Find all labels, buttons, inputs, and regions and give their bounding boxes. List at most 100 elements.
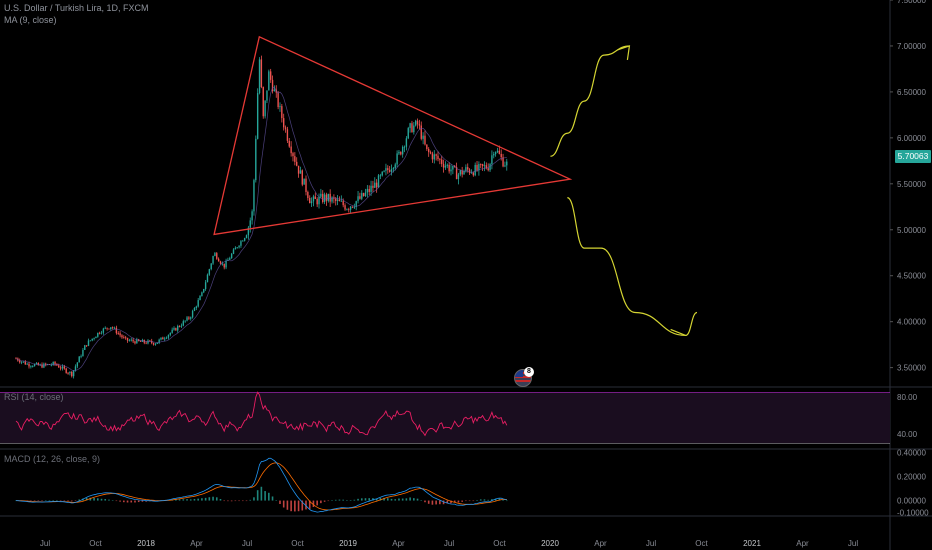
candle-body — [331, 197, 333, 202]
macd-histogram-bar — [375, 498, 378, 501]
macd-histogram-bar — [439, 500, 441, 505]
ma-indicator-label[interactable]: MA (9, close) — [4, 15, 57, 25]
candle-body — [325, 194, 328, 201]
symbol-title[interactable]: U.S. Dollar / Turkish Lira, 1D, FXCM — [4, 3, 149, 13]
macd-histogram-bar — [137, 500, 140, 503]
candle-body — [225, 260, 227, 268]
triangle-drawing[interactable] — [213, 35, 573, 236]
candle-body — [208, 269, 211, 275]
candle-body — [123, 337, 125, 339]
candle-body — [149, 340, 151, 342]
candle-body — [214, 253, 216, 257]
candle-body — [494, 152, 497, 155]
candle-body — [422, 135, 424, 139]
bearish-projection-path[interactable] — [567, 196, 698, 337]
macd-histogram-bar — [178, 499, 181, 501]
candle-body — [256, 93, 259, 139]
candle-body — [206, 274, 209, 283]
price-tick-label: 6.00000 — [897, 134, 926, 143]
macd-histogram-bar — [264, 491, 266, 501]
rsi-pane[interactable] — [0, 391, 890, 444]
macd-histogram-bar — [204, 497, 207, 501]
candle-body — [335, 198, 337, 201]
candle-body — [76, 362, 79, 367]
candle-body — [78, 356, 80, 363]
candle-body — [266, 90, 268, 101]
macd-histogram-bar — [505, 500, 508, 502]
candle-body — [232, 249, 235, 254]
candle-body — [316, 198, 318, 205]
macd-histogram-bar — [357, 498, 359, 501]
candle-body — [28, 363, 30, 367]
candle-body — [450, 169, 452, 172]
macd-histogram-bar — [256, 490, 259, 501]
candle-body — [388, 170, 391, 172]
rsi-tick-label: 40.00 — [897, 430, 918, 439]
macd-histogram-bar — [368, 498, 371, 501]
candle-body — [169, 332, 171, 335]
candle-body — [54, 362, 56, 365]
macd-histogram-bar — [227, 500, 229, 502]
bullish-projection-path[interactable] — [550, 45, 630, 157]
price-pane[interactable] — [15, 55, 508, 379]
macd-histogram-bar — [487, 499, 489, 501]
candle-body — [229, 258, 231, 260]
candle-body — [151, 340, 153, 343]
candle-body — [45, 363, 47, 365]
candle-body — [375, 182, 378, 188]
macd-histogram-bar — [44, 500, 47, 502]
rsi-line — [15, 391, 508, 437]
macd-indicator-label[interactable]: MACD (12, 26, close, 9) — [4, 454, 101, 464]
macd-histogram-bar — [338, 499, 341, 501]
candle-body — [234, 247, 237, 250]
candle-body — [41, 364, 43, 368]
candle-body — [405, 138, 408, 147]
macd-histogram-bar — [253, 497, 255, 501]
candle-body — [20, 361, 23, 363]
price-tick-label: 4.50000 — [897, 272, 926, 281]
rsi-indicator-label[interactable]: RSI (14, close) — [4, 392, 64, 402]
macd-histogram-bar — [446, 500, 449, 504]
candle-body — [468, 169, 471, 173]
macd-histogram-bar — [279, 500, 281, 504]
candle-body — [154, 343, 157, 345]
drawing-layer[interactable] — [213, 35, 698, 337]
macd-tick-label: 0.40000 — [897, 448, 926, 457]
macd-histogram-bar — [115, 500, 118, 502]
time-axis[interactable]: Jul Oct 2018 Apr Jul Oct 2019 Apr Jul Oct 2020 Apr J… — [40, 539, 858, 548]
candle-body — [158, 339, 160, 343]
candle-body — [33, 364, 36, 367]
candle-body — [210, 263, 212, 270]
time-tick-label: 2018 — [137, 539, 155, 548]
time-tick-label: Apr — [796, 539, 809, 548]
candle-body — [446, 164, 448, 166]
macd-histogram-bar — [413, 498, 415, 501]
price-tick-label: 3.50000 — [897, 364, 926, 373]
macd-histogram-bar — [472, 500, 475, 502]
macd-histogram-bar — [502, 499, 504, 501]
candle-body — [416, 120, 419, 125]
time-tick-label: Apr — [392, 539, 405, 548]
candle-body — [212, 256, 214, 264]
macd-histogram-bar — [282, 500, 285, 508]
candle-body — [312, 196, 315, 202]
candle-body — [463, 171, 465, 175]
candle-body — [87, 340, 90, 346]
time-tick-label: 2019 — [339, 539, 357, 548]
price-axis[interactable]: 7.50000 7.00000 6.50000 6.00000 5.50000 5.000… — [890, 0, 929, 518]
macd-histogram-bar — [245, 500, 248, 502]
candle-body — [485, 165, 488, 169]
candle-body — [37, 362, 40, 366]
candle-body — [387, 168, 389, 171]
candle-body — [457, 174, 460, 180]
candle-body — [43, 363, 45, 368]
candle-body — [145, 342, 147, 344]
candle-body — [320, 193, 322, 197]
candle-body — [164, 338, 166, 340]
candle-body — [374, 182, 376, 188]
candle-body — [385, 168, 387, 171]
macd-histogram-bar — [241, 500, 244, 502]
candle-body — [403, 146, 406, 148]
macd-pane[interactable] — [15, 457, 508, 513]
